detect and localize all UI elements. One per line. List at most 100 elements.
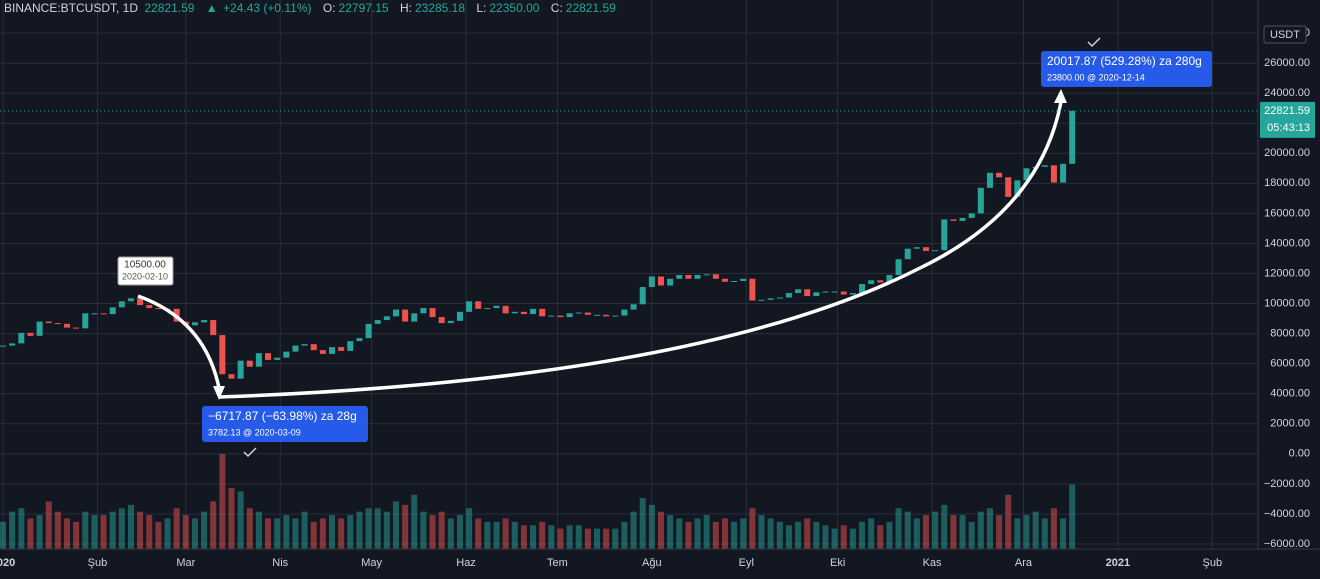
volume-bar xyxy=(182,515,189,549)
volume-bar xyxy=(1050,508,1057,549)
y-tick-label: 20000.00 xyxy=(1264,147,1310,159)
candle-body xyxy=(191,322,198,326)
volume-bar xyxy=(639,498,646,549)
h-label: H: xyxy=(399,1,412,15)
candle-body xyxy=(392,309,399,317)
volume-bar xyxy=(45,501,52,549)
candle-body xyxy=(968,213,975,218)
volume-bar xyxy=(109,511,116,549)
high: 23285.18 xyxy=(414,1,466,15)
price-box xyxy=(1260,101,1315,138)
volume-bar xyxy=(456,515,463,549)
candle-body xyxy=(840,291,847,295)
volume-bar xyxy=(785,525,792,549)
c-label: C: xyxy=(550,1,563,15)
candle-body xyxy=(36,321,43,336)
candle-body xyxy=(201,320,208,323)
x-tick-label: Ağu xyxy=(642,557,662,569)
volume-bar xyxy=(886,521,893,549)
volume-bar xyxy=(18,508,25,549)
volume-bar xyxy=(932,511,939,549)
volume-bar xyxy=(822,525,829,549)
candle-body xyxy=(447,320,454,324)
volume-bar xyxy=(402,504,409,549)
volume-bar xyxy=(694,518,701,549)
candle-body xyxy=(274,357,281,360)
candle-body xyxy=(283,351,290,358)
candle-body xyxy=(557,315,564,318)
candle-body xyxy=(941,219,948,251)
x-tick-label: Nis xyxy=(272,557,288,569)
volume-bar xyxy=(767,518,774,549)
candle-body xyxy=(1041,165,1048,167)
x-tick-label: Eki xyxy=(830,557,845,569)
volume-bar xyxy=(1060,518,1067,549)
candle-body xyxy=(731,281,738,283)
volume-bar xyxy=(968,521,975,549)
volume-bar xyxy=(475,518,482,549)
candle-body xyxy=(502,305,509,314)
change: +24.43 (+0.11%) xyxy=(223,1,312,15)
y-tick-label: 24000.00 xyxy=(1264,87,1310,99)
candle-body xyxy=(831,291,838,293)
volume-bar xyxy=(721,518,728,549)
candle-body xyxy=(740,278,747,282)
volume-bar xyxy=(740,518,747,549)
candle-body xyxy=(475,301,482,309)
candle-body xyxy=(639,287,646,305)
volume-bar xyxy=(849,528,856,549)
volume-bar xyxy=(776,521,783,549)
candle-body xyxy=(986,172,993,188)
candle-body xyxy=(657,276,664,286)
volume-bar xyxy=(484,521,491,549)
last-price: 22821.59 05:43:13 xyxy=(0,101,1315,138)
open: 22797.15 xyxy=(338,1,389,15)
volume-bar xyxy=(493,521,500,549)
callout: 10500.00 2020-02-10 xyxy=(117,256,174,286)
candle-body xyxy=(612,315,619,317)
candle-body xyxy=(301,344,308,346)
low: 22350.00 xyxy=(489,1,540,15)
volume-bar xyxy=(977,511,984,549)
candle-body xyxy=(877,280,884,283)
candle-body xyxy=(959,217,966,221)
volume-bar xyxy=(283,515,290,549)
volume-bar xyxy=(557,528,564,549)
o-label: O: xyxy=(322,1,336,15)
volume-bar xyxy=(584,528,591,549)
volume-bar xyxy=(1005,494,1012,549)
candle-body xyxy=(82,313,89,329)
volume-bar xyxy=(374,508,381,549)
volume-bar xyxy=(676,518,683,549)
candle-body xyxy=(1069,110,1076,164)
candle-body xyxy=(265,353,272,360)
candle-body xyxy=(420,308,427,314)
candle-body xyxy=(749,278,756,301)
candle-body xyxy=(429,308,436,318)
candle-body xyxy=(347,341,354,351)
volume-bar xyxy=(612,528,619,549)
volume-bar xyxy=(146,515,153,549)
volume-bar xyxy=(356,511,363,549)
volume-bar xyxy=(255,511,262,549)
candle-body xyxy=(913,247,920,249)
volume-bar xyxy=(575,525,582,549)
volume-bar xyxy=(54,511,61,549)
volume-bar xyxy=(292,518,299,549)
candle-body xyxy=(146,305,153,309)
candle-body xyxy=(228,374,235,379)
candle-body xyxy=(365,323,372,339)
candle-body xyxy=(868,280,875,285)
y-tick-label: 12000.00 xyxy=(1264,267,1310,279)
candle-body xyxy=(758,299,765,301)
candle-body xyxy=(1005,177,1012,197)
volume-bar xyxy=(520,525,527,549)
arrows xyxy=(137,101,1063,399)
candle-body xyxy=(785,293,792,298)
candle-body xyxy=(996,172,1003,178)
candle-body xyxy=(594,314,601,316)
volume-bar xyxy=(868,518,875,549)
check-icon xyxy=(243,447,257,458)
candle-body xyxy=(411,313,418,322)
